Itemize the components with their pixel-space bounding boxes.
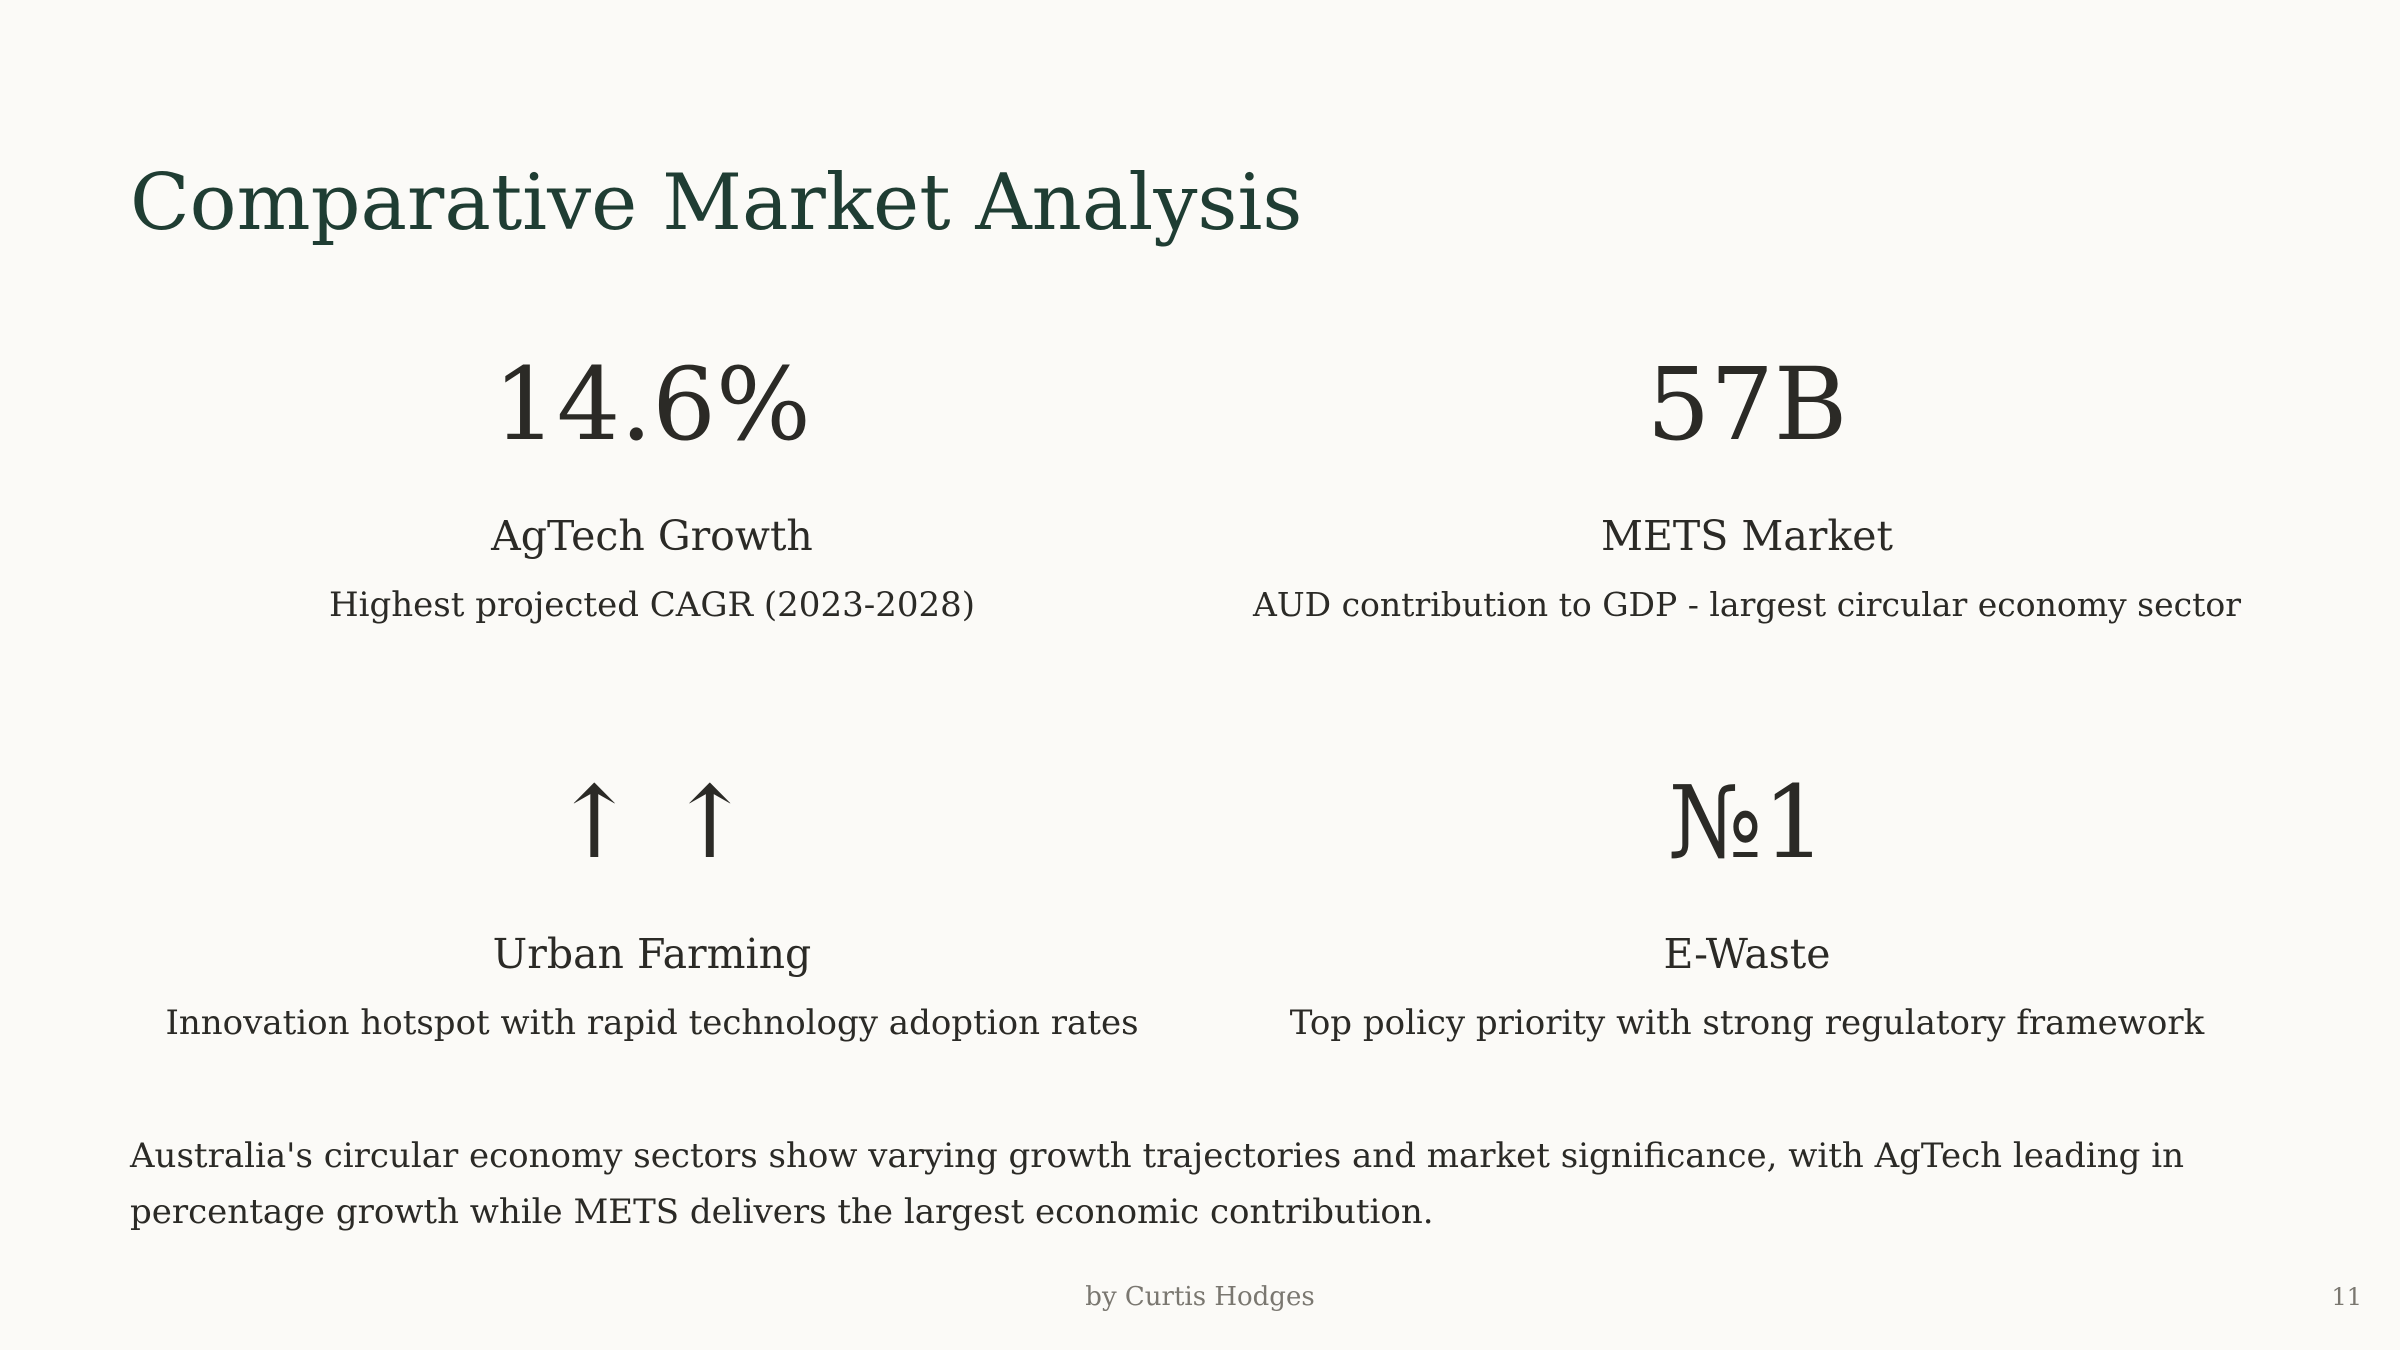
stat-description: AUD contribution to GDP - largest circul… xyxy=(1252,585,2242,624)
slide-title: Comparative Market Analysis xyxy=(130,158,1303,248)
stat-card-mets: 57B METS Market AUD contribution to GDP … xyxy=(1247,345,2247,628)
stat-card-agtech: 14.6% AgTech Growth Highest projected CA… xyxy=(152,345,1152,628)
stat-value: №1 xyxy=(1667,764,1827,881)
stat-card-urban-farming: ↑ ↑ Urban Farming Innovation hotspot wit… xyxy=(152,763,1152,1046)
page-number: 11 xyxy=(2331,1283,2362,1311)
double-up-arrow-icon: ↑ ↑ xyxy=(552,764,752,881)
summary-paragraph: Australia's circular economy sectors sho… xyxy=(130,1136,2184,1232)
footer-author: by Curtis Hodges xyxy=(1085,1282,1315,1312)
stat-label: Urban Farming xyxy=(492,930,812,978)
stat-label: E-Waste xyxy=(1663,930,1831,978)
stat-card-e-waste: №1 E-Waste Top policy priority with stro… xyxy=(1247,763,2247,1046)
stat-label: AgTech Growth xyxy=(491,512,813,560)
stat-description: Top policy priority with strong regulato… xyxy=(1289,1003,2205,1043)
stat-value: 57B xyxy=(1646,346,1848,463)
stat-description: Innovation hotspot with rapid technology… xyxy=(165,1003,1139,1043)
stat-value: 14.6% xyxy=(493,346,811,463)
stat-label: METS Market xyxy=(1601,512,1893,560)
stat-description: Highest projected CAGR (2023-2028) xyxy=(329,585,975,625)
